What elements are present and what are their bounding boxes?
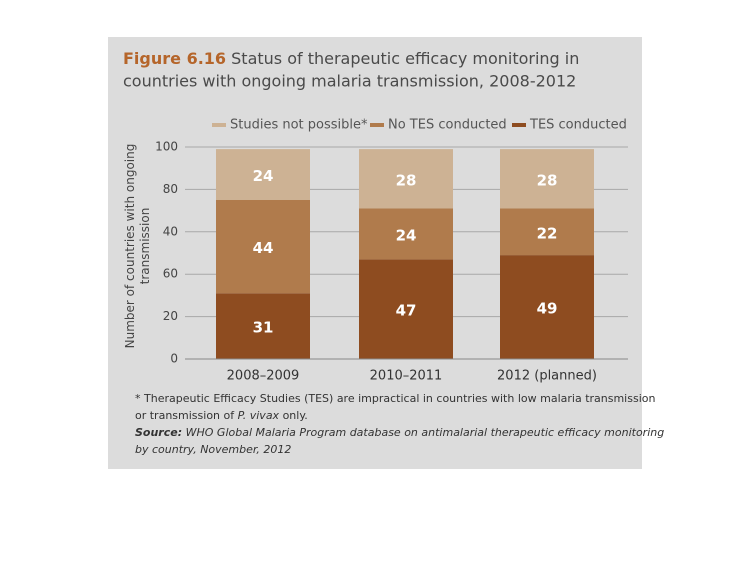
data-label: 47 [396,302,417,320]
x-tick-label: 2008–2009 [227,369,300,384]
data-label: 24 [253,167,274,185]
legend-swatch [370,123,384,127]
bar-segment [500,208,594,256]
y-tick-label: 40 [163,224,178,238]
footnote-line: * Therapeutic Efficacy Studies (TES) are… [135,392,655,405]
legend-label: No TES conducted [388,118,507,133]
legend-swatch [212,123,226,127]
y-label-line: Number of countries with ongoing [123,144,137,349]
x-tick-label: 2012 (planned) [497,369,597,384]
x-tick-label: 2010–2011 [370,369,443,384]
data-label: 28 [396,171,417,189]
y-tick-label: 60 [163,267,178,281]
bar-segment [500,149,594,209]
bar-segment [359,259,453,359]
data-label: 22 [537,224,558,242]
source-line: Source: WHO Global Malaria Program datab… [135,426,664,439]
legend-swatch [512,123,526,127]
source-text: WHO Global Malaria Program database on a… [186,426,665,439]
footnote: * Therapeutic Efficacy Studies (TES) are… [135,392,664,456]
footnote-text: or transmission of [135,409,235,422]
y-tick-label: 20 [163,309,178,323]
bar-segment [359,208,453,260]
data-label: 31 [253,319,274,337]
y-tick-label: 100 [155,140,178,154]
chart-title: Figure 6.16 Status of therapeutic effica… [123,49,579,68]
bar-segment [216,293,310,359]
figure-label: Figure 6.16 [123,49,226,68]
source-line: by country, November, 2012 [135,443,291,456]
legend-label: TES conducted [529,118,627,133]
bar-segment [500,255,594,359]
footnote-line: or transmission of P. vivax only. [135,409,308,422]
source-label: Source: [135,426,182,439]
title-line: Status of therapeutic efficacy monitorin… [231,49,579,68]
title-line: countries with ongoing malaria transmiss… [123,72,576,91]
y-tick-label: 0 [170,352,178,366]
data-label: 49 [537,300,558,318]
footnote-text: only. [283,409,308,422]
y-label-line: transmission [138,208,152,285]
footnote-italic: P. vivax [238,409,280,422]
bar-segment [359,149,453,209]
data-label: 44 [253,239,274,257]
bar-segment [216,149,310,200]
data-label: 28 [537,171,558,189]
bar-segment [216,200,310,294]
y-tick-label: 80 [163,182,178,196]
data-label: 24 [396,226,417,244]
y-axis-label: Number of countries with ongoingtransmis… [123,144,152,349]
legend-label: Studies not possible* [230,118,368,133]
